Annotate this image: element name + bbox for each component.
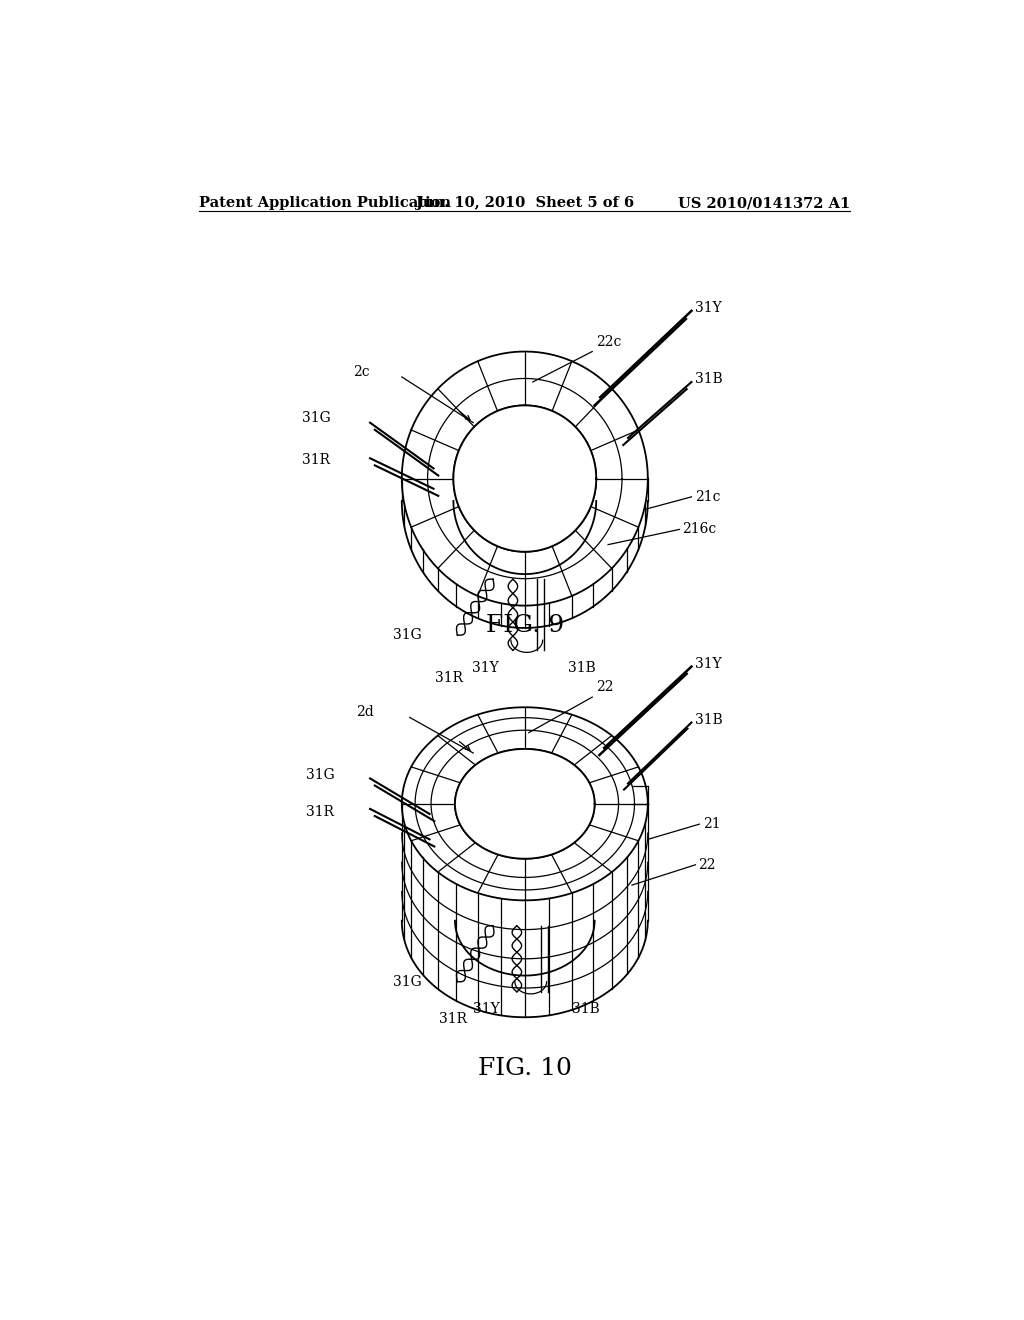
Text: 31Y: 31Y (472, 660, 499, 675)
Text: 21c: 21c (695, 490, 721, 504)
Text: 31G: 31G (393, 628, 422, 642)
Text: FIG. 9: FIG. 9 (485, 614, 564, 638)
Ellipse shape (401, 351, 648, 606)
Ellipse shape (401, 708, 648, 900)
Text: 21: 21 (703, 817, 721, 832)
Text: 2d: 2d (356, 705, 374, 719)
Text: 31B: 31B (695, 714, 723, 727)
Text: 31Y: 31Y (695, 301, 722, 314)
Text: 22: 22 (596, 680, 613, 694)
Ellipse shape (454, 405, 596, 552)
Text: US 2010/0141372 A1: US 2010/0141372 A1 (678, 195, 850, 210)
Text: 31R: 31R (306, 805, 334, 818)
Text: 31B: 31B (695, 372, 723, 385)
Text: 22c: 22c (596, 335, 622, 350)
Text: 31Y: 31Y (695, 656, 722, 671)
Text: 22: 22 (697, 858, 716, 871)
Text: 31B: 31B (572, 1002, 600, 1016)
Polygon shape (454, 479, 596, 574)
Text: 31Y: 31Y (473, 1002, 500, 1016)
Text: 31R: 31R (302, 453, 331, 467)
Text: 31G: 31G (393, 974, 422, 989)
Text: 31G: 31G (302, 411, 331, 425)
Text: Patent Application Publication: Patent Application Publication (200, 195, 452, 210)
Ellipse shape (454, 405, 596, 552)
Text: 31B: 31B (568, 660, 596, 675)
Ellipse shape (455, 748, 595, 859)
Polygon shape (459, 748, 591, 904)
Polygon shape (401, 804, 648, 1018)
Text: FIG. 10: FIG. 10 (478, 1056, 571, 1080)
Text: 31G: 31G (305, 768, 334, 783)
Text: 31R: 31R (435, 671, 464, 685)
Text: 31R: 31R (439, 1012, 467, 1026)
Text: 2c: 2c (353, 364, 370, 379)
Text: 216c: 216c (682, 523, 716, 536)
Ellipse shape (455, 748, 595, 859)
Polygon shape (401, 479, 648, 628)
Text: Jun. 10, 2010  Sheet 5 of 6: Jun. 10, 2010 Sheet 5 of 6 (416, 195, 634, 210)
